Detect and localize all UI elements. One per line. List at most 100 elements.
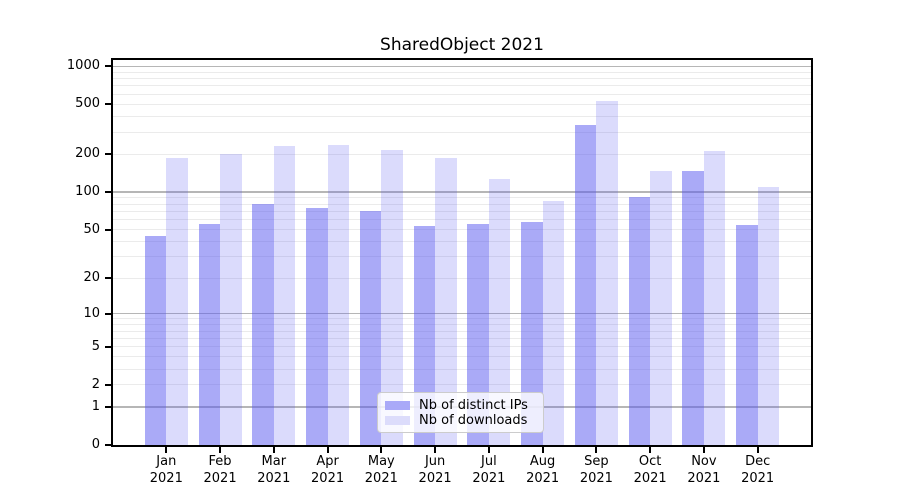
bar-nov-downloads	[703, 150, 726, 445]
legend-label-downloads: Nb of downloads	[419, 413, 528, 428]
bar-aug-downloads	[542, 200, 565, 445]
minor-gridline	[113, 318, 811, 320]
minor-gridline	[113, 356, 811, 358]
bar-dec-downloads	[757, 186, 780, 445]
minor-gridline	[113, 153, 811, 155]
bar-may-downloads	[381, 150, 403, 445]
minor-gridline	[113, 85, 811, 87]
y-axis-tick	[105, 406, 111, 408]
bar-jul-downloads	[488, 179, 511, 445]
x-tick-label: Aug 2021	[526, 454, 560, 486]
x-axis-tick	[702, 447, 705, 453]
y-axis-tick	[105, 153, 111, 156]
x-axis-tick	[434, 447, 437, 453]
bar-apr-distinct-ips	[306, 208, 328, 445]
bar-jan-distinct-ips	[144, 236, 167, 445]
x-tick-label: May 2021	[364, 454, 398, 486]
y-axis-tick	[105, 65, 111, 68]
bar-dec-distinct-ips	[736, 225, 758, 445]
x-tick-label: Dec 2021	[741, 454, 775, 486]
x-axis-tick	[165, 447, 168, 453]
x-axis-tick	[595, 447, 598, 453]
minor-gridline	[113, 78, 811, 80]
bar-jun-distinct-ips	[413, 226, 436, 445]
legend-swatch-distinct-ips	[385, 401, 410, 410]
minor-gridline	[113, 210, 811, 212]
major-gridline	[113, 191, 811, 193]
minor-gridline	[113, 324, 811, 326]
minor-gridline	[113, 197, 811, 199]
major-gridline	[113, 65, 811, 68]
x-tick-label: Feb 2021	[203, 454, 237, 486]
bar-mar-downloads	[273, 145, 296, 445]
bar-mar-distinct-ips	[252, 204, 274, 445]
bar-sep-downloads	[596, 101, 618, 445]
x-axis-tick	[380, 447, 383, 453]
chart-title: SharedObject 2021	[380, 35, 544, 55]
minor-gridline	[113, 93, 811, 95]
y-axis-tick	[105, 383, 111, 386]
y-tick-label: 10	[83, 305, 100, 321]
bar-oct-distinct-ips	[628, 197, 651, 445]
legend-item-distinct-ips: Nb of distinct IPs	[385, 398, 533, 413]
minor-gridline	[113, 71, 811, 73]
y-tick-label: 500	[75, 96, 100, 112]
bar-sep-distinct-ips	[574, 124, 597, 445]
bar-jan-downloads	[166, 157, 188, 445]
x-tick-label: Nov 2021	[687, 454, 721, 486]
bar-aug-distinct-ips	[521, 221, 543, 445]
y-tick-label: 1	[91, 399, 100, 414]
y-tick-label: 20	[83, 270, 100, 286]
x-axis-tick	[649, 447, 652, 453]
x-axis-tick	[487, 447, 490, 453]
bar-apr-downloads	[327, 144, 350, 445]
legend-label-distinct-ips: Nb of distinct IPs	[419, 398, 528, 413]
x-tick-label: Mar 2021	[257, 454, 291, 486]
minor-gridline	[113, 240, 811, 242]
minor-gridline	[113, 131, 811, 133]
x-tick-label: Jan 2021	[149, 454, 183, 486]
bar-oct-downloads	[650, 170, 672, 445]
y-tick-label: 100	[75, 184, 100, 200]
bar-feb-distinct-ips	[198, 224, 221, 445]
plot-area	[111, 58, 813, 447]
minor-gridline	[113, 103, 811, 105]
minor-gridline	[113, 337, 811, 339]
y-axis-tick	[105, 103, 111, 106]
major-gridline	[113, 312, 811, 315]
bar-nov-distinct-ips	[682, 170, 704, 445]
y-tick-label: 2	[91, 376, 100, 392]
minor-gridline	[113, 229, 811, 230]
minor-gridline	[113, 203, 811, 205]
x-axis-tick	[272, 447, 275, 453]
y-axis-tick	[105, 228, 111, 231]
minor-gridline	[113, 330, 811, 332]
minor-gridline	[113, 277, 811, 279]
x-tick-label: Jun 2021	[418, 454, 452, 486]
minor-gridline	[113, 368, 811, 370]
y-tick-label: 50	[83, 221, 100, 237]
x-axis-tick	[756, 447, 759, 453]
y-axis-tick	[105, 444, 111, 446]
y-axis-tick	[105, 191, 111, 194]
x-tick-label: Jul 2021	[472, 454, 506, 486]
minor-gridline	[113, 219, 811, 221]
legend-swatch-downloads	[385, 416, 410, 425]
bar-jul-distinct-ips	[467, 224, 489, 445]
y-axis-tick	[105, 277, 111, 280]
minor-gridline	[113, 115, 811, 117]
minor-gridline	[113, 384, 811, 386]
legend-item-downloads: Nb of downloads	[385, 413, 533, 428]
x-tick-label: Apr 2021	[311, 454, 345, 486]
x-axis-tick	[541, 447, 544, 453]
bar-feb-downloads	[220, 154, 242, 445]
minor-gridline	[113, 256, 811, 258]
y-axis-tick	[105, 312, 111, 315]
x-tick-label: Oct 2021	[633, 454, 667, 486]
y-axis-tick	[105, 345, 111, 348]
x-axis-tick	[326, 447, 329, 453]
y-tick-label: 0	[91, 437, 100, 452]
minor-gridline	[113, 346, 811, 348]
legend: Nb of distinct IPs Nb of downloads	[377, 392, 544, 433]
